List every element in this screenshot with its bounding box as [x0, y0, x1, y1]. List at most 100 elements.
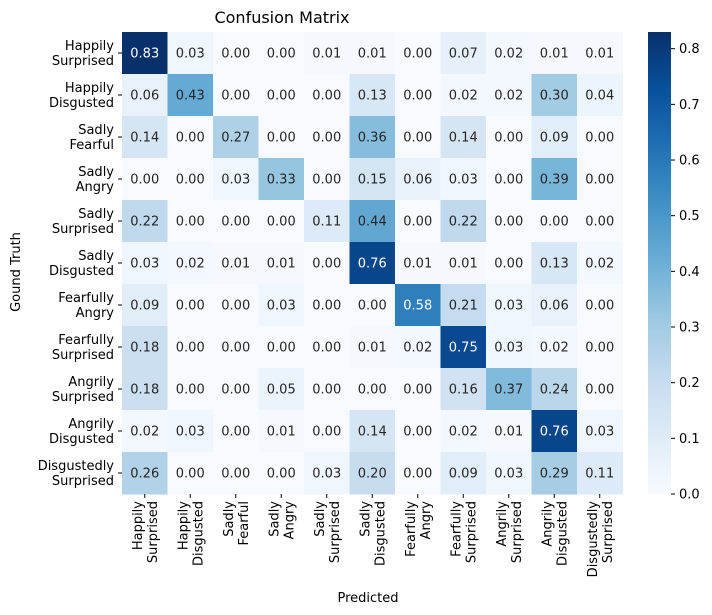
- colorbar-tick-label: 0.6: [679, 154, 700, 169]
- colorbar-tick-label: 0.7: [679, 98, 700, 113]
- cell-value-label: 0.29: [540, 467, 569, 482]
- cell-value-label: 0.02: [494, 89, 523, 104]
- cell-value-label: 0.00: [312, 89, 341, 104]
- cell-value-label: 0.14: [449, 131, 478, 146]
- heatmap-cell: [167, 200, 214, 243]
- column-tick-label: AngrilyDisgusted: [540, 501, 570, 566]
- heatmap-cell: [349, 74, 396, 117]
- heatmap-cell: [349, 410, 396, 453]
- heatmap-cell: [167, 284, 214, 327]
- heatmap-cell: [304, 368, 350, 411]
- row-tick-label: Disgustedly Surprised: [38, 459, 115, 489]
- cell-value-label: 0.00: [585, 131, 614, 146]
- cell-value-label: 0.00: [267, 467, 296, 482]
- cell-value-label: 0.21: [449, 299, 478, 314]
- cell-value-label: 0.03: [494, 341, 523, 356]
- heatmap-cell: [258, 74, 305, 117]
- cell-value-label: 0.01: [358, 341, 387, 356]
- column-tick-label: SadlyFearful: [222, 501, 252, 546]
- x-axis-label: Predicted: [337, 591, 398, 606]
- heatmap-cell: [395, 32, 441, 75]
- row-tick-label: Fearfully Angry: [58, 291, 114, 321]
- cell-value-label: 0.00: [176, 215, 205, 230]
- heatmap-cell: [440, 200, 487, 243]
- cell-value-label: 0.00: [403, 89, 432, 104]
- column-tick-label: HappilyDisgusted: [176, 501, 206, 566]
- cell-value-label: 0.09: [130, 299, 159, 314]
- cell-value-label: 0.00: [176, 299, 205, 314]
- heatmap-cell: [213, 368, 259, 411]
- heatmap-cell: [213, 410, 259, 453]
- heatmap-cell: [122, 368, 168, 411]
- heatmap-cell: [349, 284, 396, 327]
- heatmap-cell: [395, 326, 441, 369]
- cell-value-label: 0.39: [540, 173, 569, 188]
- column-tick-label: HappilySurprised: [131, 501, 161, 563]
- heatmap-cell: [531, 74, 578, 117]
- row-tick-label: Angrily Disgusted: [49, 417, 114, 447]
- cell-value-label: 0.07: [449, 47, 478, 62]
- cell-value-label: 0.01: [403, 257, 432, 272]
- cell-value-label: 0.05: [267, 383, 296, 398]
- heatmap-cell: [440, 74, 487, 117]
- column-tick-label: SadlyAngry: [267, 501, 297, 540]
- heatmap-cell: [213, 32, 259, 75]
- column-tick-label: SadlySurprised: [313, 501, 343, 563]
- heatmap-cell: [304, 32, 350, 75]
- heatmap-cell: [577, 74, 623, 117]
- cell-value-label: 0.01: [540, 47, 569, 62]
- cell-value-label: 0.00: [403, 131, 432, 146]
- row-tick-label: Happily Disgusted: [49, 81, 114, 111]
- cell-value-label: 0.18: [130, 383, 159, 398]
- cell-value-label: 0.03: [312, 467, 341, 482]
- cell-value-label: 0.27: [221, 131, 250, 146]
- heatmap-cell: [304, 200, 350, 243]
- cell-value-label: 0.00: [267, 341, 296, 356]
- heatmap-cell: [440, 326, 487, 369]
- heatmap-cell: [395, 116, 441, 159]
- heatmap-cell: [577, 32, 623, 75]
- colorbar-ticks: 0.0 0.1 0.2 0.3 0.4 0.5 0.6 0.7 0.8: [671, 42, 700, 503]
- cell-value-label: 0.15: [358, 173, 387, 188]
- heatmap-cell: [122, 284, 168, 327]
- row-tick-label: Fearfully Surprised: [52, 333, 114, 363]
- heatmap-cell: [167, 410, 214, 453]
- heatmap-cell: [258, 200, 305, 243]
- cell-value-label: 0.00: [130, 173, 159, 188]
- heatmap-cell: [577, 410, 623, 453]
- cell-value-label: 0.06: [130, 89, 159, 104]
- column-tick-label: FearfullyAngry: [404, 501, 434, 557]
- cell-value-label: 0.44: [358, 215, 387, 230]
- cell-value-label: 0.14: [130, 131, 159, 146]
- heatmap-cell: [167, 326, 214, 369]
- heatmap-cell: [486, 242, 532, 285]
- heatmap-cell: [531, 410, 578, 453]
- cell-value-label: 0.02: [585, 257, 614, 272]
- heatmap-cell: [258, 368, 305, 411]
- heatmap-cell: [304, 242, 350, 285]
- heatmap-cell: [440, 32, 487, 75]
- cell-value-label: 0.00: [312, 173, 341, 188]
- cell-value-label: 0.00: [221, 467, 250, 482]
- heatmap-cell: [486, 200, 532, 243]
- heatmap-cell: [395, 242, 441, 285]
- cell-value-label: 0.01: [312, 47, 341, 62]
- colorbar-tick-label: 0.3: [679, 321, 700, 336]
- heatmap-cell: [122, 32, 168, 75]
- column-tick-labels: HappilySurprised HappilyDisgusted SadlyFea…: [131, 494, 616, 577]
- cell-value-label: 0.83: [130, 47, 159, 62]
- heatmap-cell: [531, 326, 578, 369]
- heatmap-cell: [167, 32, 214, 75]
- heatmap-cell: [213, 242, 259, 285]
- heatmap-cell: [395, 410, 441, 453]
- cell-value-label: 0.00: [312, 383, 341, 398]
- cell-value-label: 0.03: [494, 299, 523, 314]
- heatmap-cell: [395, 452, 441, 495]
- cell-value-label: 0.76: [540, 425, 569, 440]
- heatmap-cell: [258, 32, 305, 75]
- cell-value-label: 0.00: [176, 383, 205, 398]
- row-tick-label: Sadly Angry: [76, 165, 115, 195]
- cell-value-label: 0.01: [585, 47, 614, 62]
- heatmap-cell: [167, 242, 214, 285]
